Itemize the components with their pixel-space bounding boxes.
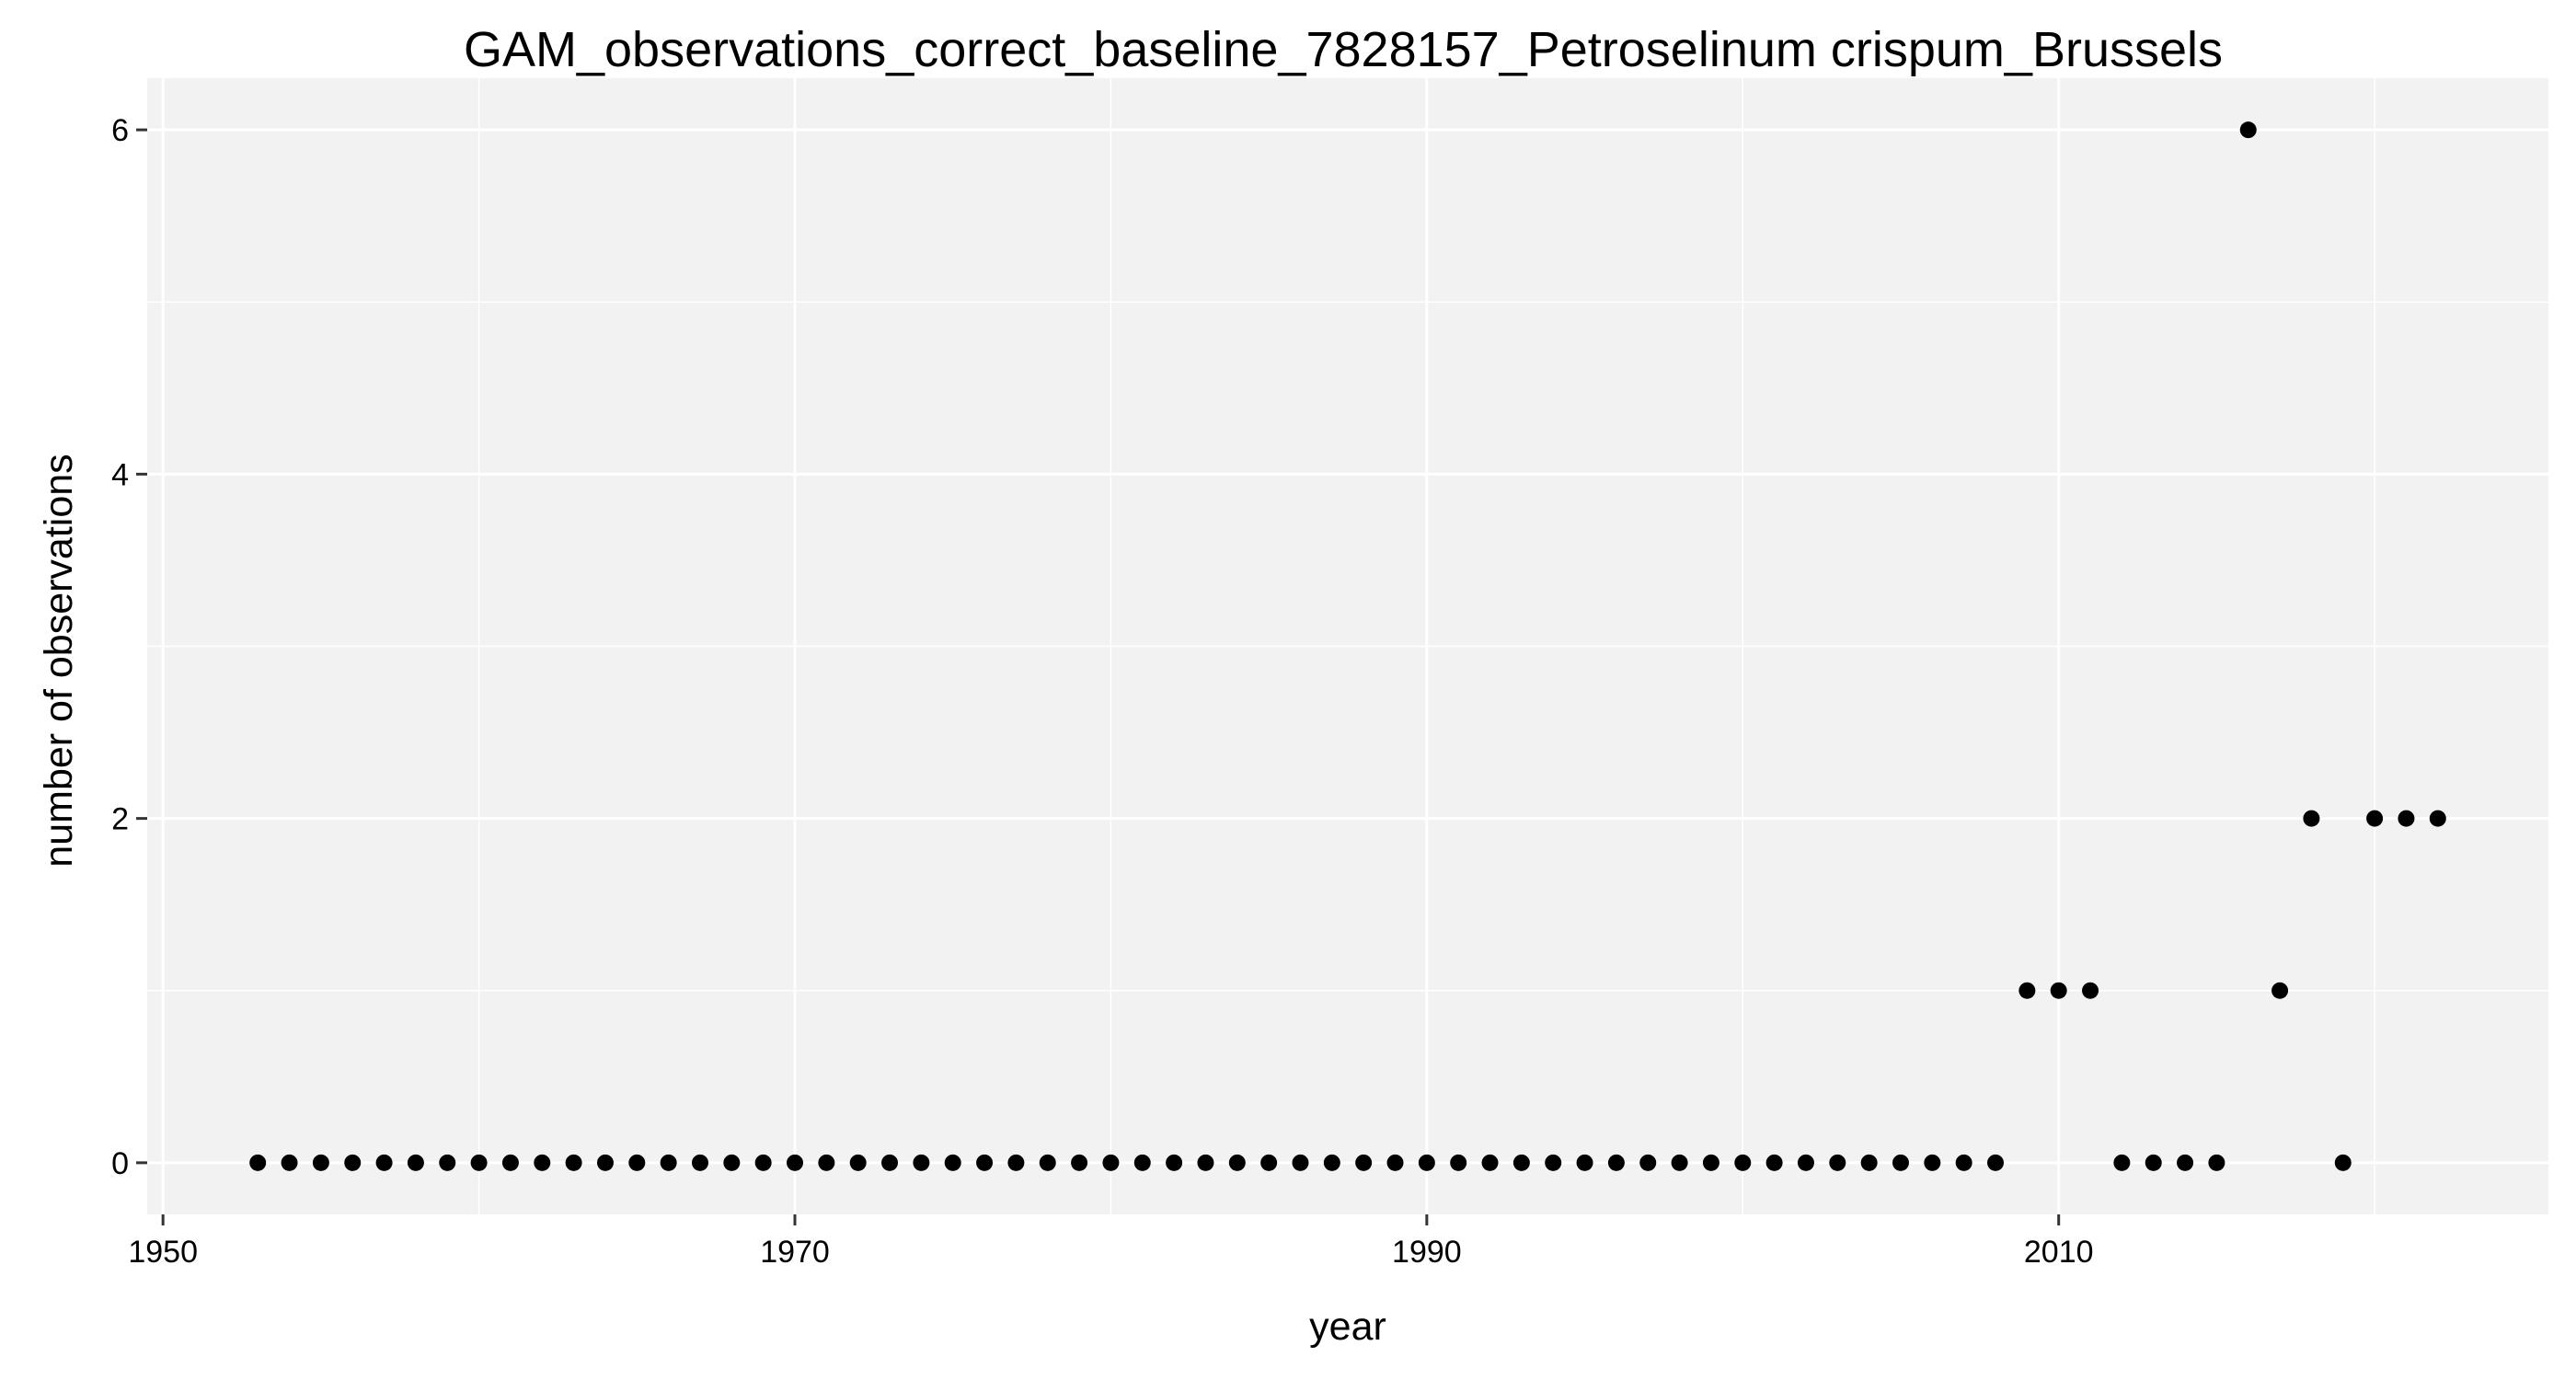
data-point	[1702, 1154, 1719, 1171]
data-point	[1860, 1154, 1878, 1171]
data-point	[944, 1154, 961, 1171]
data-point	[1797, 1154, 1814, 1171]
data-point	[2082, 982, 2099, 999]
data-point	[1355, 1154, 1373, 1171]
data-point	[1260, 1154, 1278, 1171]
data-point	[565, 1154, 582, 1171]
x-tick-label: 2010	[2024, 1235, 2094, 1270]
data-point	[2239, 121, 2257, 139]
data-point	[2050, 982, 2067, 999]
data-point	[2145, 1154, 2162, 1171]
data-point	[2398, 810, 2415, 827]
x-tick-label: 1950	[128, 1235, 198, 1270]
data-point	[1892, 1154, 1909, 1171]
data-point	[1639, 1154, 1657, 1171]
data-point	[312, 1154, 329, 1171]
data-point	[2366, 810, 2384, 827]
data-point	[1166, 1154, 1183, 1171]
data-point	[2334, 1154, 2352, 1171]
data-point	[596, 1154, 614, 1171]
y-tick-label: 4	[111, 457, 129, 492]
data-point	[2429, 810, 2446, 827]
data-point	[1450, 1154, 1467, 1171]
x-axis-title: year	[1309, 1305, 1386, 1349]
data-point	[1039, 1154, 1056, 1171]
chart-title: GAM_observations_correct_baseline_782815…	[463, 22, 2224, 77]
data-point	[2208, 1154, 2225, 1171]
data-point	[375, 1154, 393, 1171]
data-point	[1102, 1154, 1120, 1171]
y-tick-label: 2	[111, 802, 129, 837]
data-point	[501, 1154, 519, 1171]
data-point	[2018, 982, 2036, 999]
data-point	[1987, 1154, 2005, 1171]
data-point	[976, 1154, 994, 1171]
y-tick-label: 0	[111, 1146, 129, 1181]
data-point	[1512, 1154, 1530, 1171]
data-point	[1323, 1154, 1340, 1171]
data-point	[249, 1154, 267, 1171]
data-point	[1765, 1154, 1783, 1171]
data-point	[628, 1154, 646, 1171]
data-point	[691, 1154, 708, 1171]
data-point	[1671, 1154, 1688, 1171]
data-point	[344, 1154, 362, 1171]
data-point	[1197, 1154, 1214, 1171]
data-point	[470, 1154, 488, 1171]
data-point	[1481, 1154, 1499, 1171]
data-point	[1007, 1154, 1025, 1171]
data-point	[913, 1154, 930, 1171]
data-point	[849, 1154, 867, 1171]
x-tick-label: 1970	[760, 1235, 830, 1270]
data-point	[2303, 810, 2320, 827]
data-point	[818, 1154, 835, 1171]
data-point	[1576, 1154, 1593, 1171]
data-point	[407, 1154, 424, 1171]
data-point	[881, 1154, 899, 1171]
data-point	[1545, 1154, 1562, 1171]
data-point	[1418, 1154, 1435, 1171]
data-point	[2177, 1154, 2194, 1171]
data-point	[534, 1154, 551, 1171]
data-point	[2271, 982, 2289, 999]
y-tick-label: 6	[111, 113, 129, 148]
data-point	[1607, 1154, 1625, 1171]
data-point	[1955, 1154, 1972, 1171]
data-point	[1228, 1154, 1246, 1171]
x-tick-label: 1990	[1392, 1235, 1462, 1270]
data-point	[1829, 1154, 1846, 1171]
data-point	[1924, 1154, 1941, 1171]
data-point	[1292, 1154, 1309, 1171]
data-point	[2113, 1154, 2131, 1171]
data-point	[1133, 1154, 1151, 1171]
data-point	[787, 1154, 804, 1171]
y-axis-title: number of observations	[37, 454, 81, 868]
data-point	[1071, 1154, 1088, 1171]
data-point	[754, 1154, 772, 1171]
data-point	[1734, 1154, 1752, 1171]
data-point	[1386, 1154, 1404, 1171]
data-point	[439, 1154, 456, 1171]
data-point	[723, 1154, 741, 1171]
data-point	[660, 1154, 677, 1171]
data-point	[281, 1154, 298, 1171]
